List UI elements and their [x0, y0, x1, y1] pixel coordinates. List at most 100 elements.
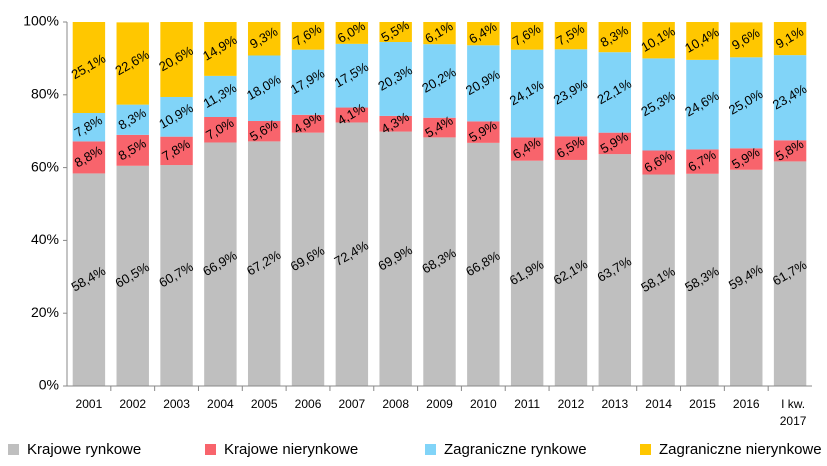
bar-segment [730, 57, 763, 149]
bar-segment [160, 136, 193, 166]
bar-segment [686, 59, 719, 150]
x-tick-label: 2015 [689, 397, 716, 411]
bar-segment [291, 132, 325, 386]
y-tick-label: 60% [31, 158, 59, 174]
legend-label: Zagraniczne nierynkowe [659, 441, 822, 458]
bar-segment [554, 159, 588, 386]
bar-segment [423, 137, 456, 386]
bar-segment [773, 22, 807, 56]
x-tick-label: 2002 [119, 397, 146, 411]
bar-segment [467, 121, 500, 143]
y-tick-label: 80% [31, 86, 59, 102]
bar-segment [72, 22, 106, 113]
bar-segment [467, 45, 500, 122]
x-tick-label: 2011 [514, 397, 540, 411]
x-tick-label: 2007 [339, 397, 366, 411]
bar-segment [247, 121, 281, 142]
bar-segment [598, 52, 632, 133]
bar-segment [379, 115, 412, 132]
bar-segment [247, 141, 281, 386]
bar-segment [642, 22, 675, 59]
y-tick-label: 100% [23, 13, 59, 29]
bar-segment [554, 49, 588, 137]
y-tick-label: 40% [31, 231, 59, 247]
bar-segment [160, 165, 193, 386]
x-tick-label: 2006 [295, 397, 322, 411]
y-tick-label: 20% [31, 304, 59, 320]
bar-segment [72, 173, 106, 386]
bar-segment [204, 117, 237, 143]
bar-segment [335, 122, 369, 386]
bar-segment [773, 161, 807, 386]
bar-segment [247, 55, 281, 122]
legend-swatch [205, 444, 216, 455]
bar-segment [686, 149, 719, 174]
bar-segment [773, 140, 807, 162]
bar-segment [510, 49, 544, 138]
bar-segment [510, 137, 544, 161]
bar-segment [335, 107, 369, 123]
bar-segment [291, 49, 325, 115]
bar-segment [423, 44, 456, 118]
bar-segment [554, 22, 588, 50]
bar-segment [160, 22, 193, 97]
x-tick-label: I kw. 2017 [780, 397, 807, 428]
bar-segment [72, 113, 106, 142]
bar-segment [335, 22, 369, 44]
y-tick-label: 0% [39, 377, 59, 393]
bar-segment [686, 173, 719, 386]
plot-area [72, 22, 807, 386]
bar-segment [72, 141, 106, 174]
x-tick-label: 2016 [733, 397, 760, 411]
bar-segment [554, 136, 588, 160]
bar-segment [510, 160, 544, 386]
bar-segment [116, 134, 149, 166]
bar-segment [423, 117, 456, 138]
bar-segment [116, 22, 149, 105]
x-tick-label: 2009 [426, 397, 453, 411]
x-tick-label: 2001 [76, 397, 103, 411]
bar-segment [730, 148, 763, 170]
bar-segment [642, 174, 675, 386]
bar-segment [160, 96, 193, 137]
bar-segment [335, 43, 369, 108]
bar-segment [379, 131, 412, 386]
x-tick-label: 2012 [558, 397, 585, 411]
x-tick-label: 2010 [470, 397, 497, 411]
legend-swatch [8, 444, 19, 455]
bar-segment [204, 75, 237, 118]
legend-label: Krajowe nierynkowe [224, 441, 358, 458]
bar-segment [686, 22, 719, 60]
bar-segment [598, 132, 632, 155]
bar-segment [423, 22, 456, 45]
legend-swatch [640, 444, 651, 455]
bar-segment [204, 142, 237, 386]
bar-segment [467, 22, 500, 46]
legend-swatch [425, 444, 436, 455]
x-tick-label: 2003 [163, 397, 190, 411]
x-tick-label: 2014 [645, 397, 672, 411]
bar-segment [116, 104, 149, 135]
bar-segment [291, 22, 325, 50]
legend-label: Krajowe rynkowe [27, 441, 141, 458]
bar-segment [598, 154, 632, 386]
bar-segment [642, 58, 675, 151]
bar-segment [116, 165, 149, 386]
x-tick-label: 2004 [207, 397, 234, 411]
x-tick-label: 2013 [601, 397, 628, 411]
bar-segment [467, 142, 500, 386]
x-tick-label: 2008 [382, 397, 409, 411]
bar-segment [773, 55, 807, 141]
bar-segment [204, 22, 237, 76]
bar-segment [510, 22, 544, 50]
bar-segment [730, 169, 763, 386]
bar-segment [247, 22, 281, 56]
bar-segment [642, 150, 675, 175]
bar-segment [379, 42, 412, 116]
x-tick-label: 2005 [251, 397, 278, 411]
bar-segment [598, 22, 632, 53]
legend-label: Zagraniczne rynkowe [444, 441, 587, 458]
bar-segment [730, 22, 763, 58]
bar-segment [291, 114, 325, 133]
